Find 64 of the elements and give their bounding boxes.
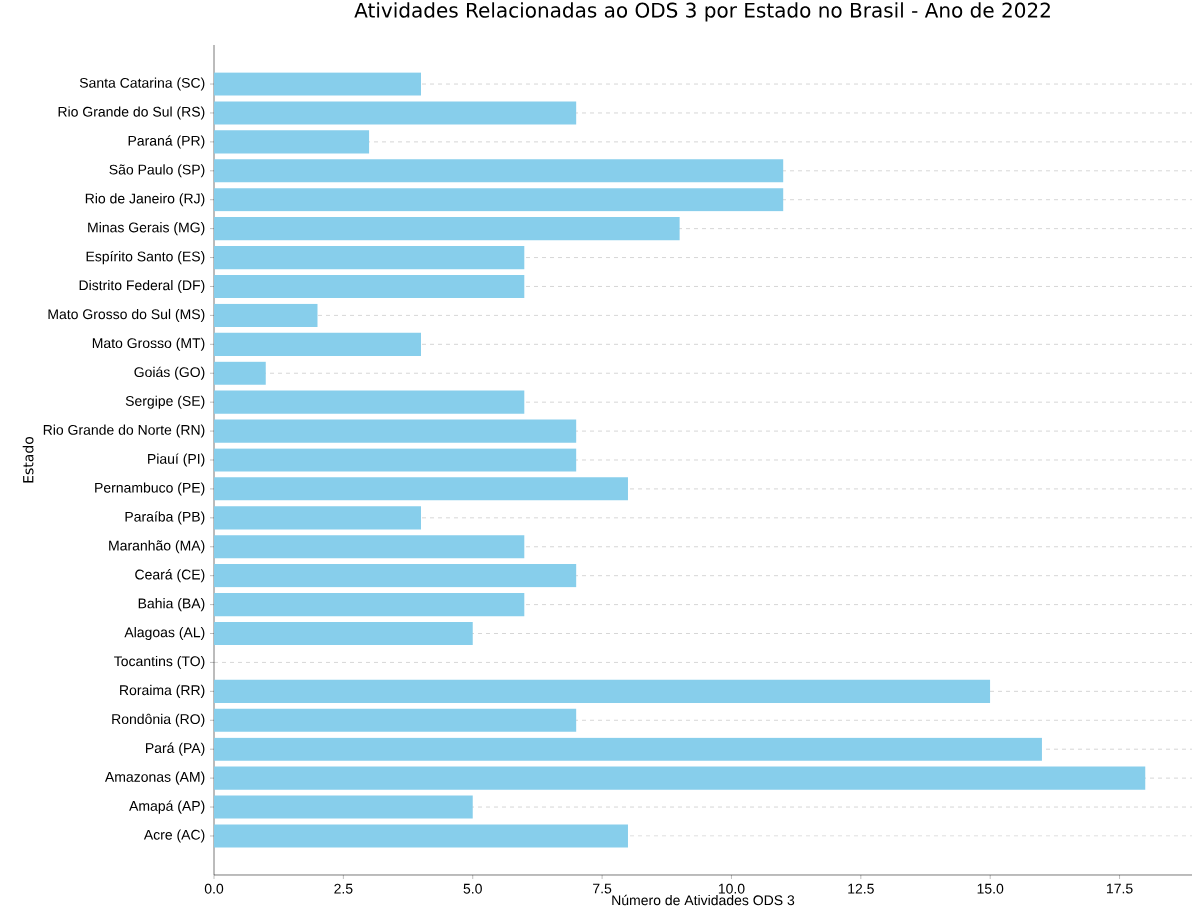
bar [214, 130, 370, 154]
y-tick-label: São Paulo (SP) [109, 164, 205, 178]
y-tick-label: Goiás (GO) [134, 366, 205, 380]
y-tick-label: Maranhão (MA) [109, 540, 205, 554]
y-tick-label: Amapá (AP) [129, 800, 205, 814]
y-tick-label: Pará (PA) [146, 742, 205, 756]
x-tick-label: 10.0 [718, 883, 745, 894]
bar [214, 679, 991, 703]
y-tick-label: Mato Grosso (MT) [92, 337, 205, 351]
bar [214, 274, 525, 299]
y-tick-label: Paraíba (PB) [125, 511, 205, 525]
y-tick-label: Santa Catarina (SC) [79, 77, 205, 91]
bar [214, 477, 628, 501]
bar [214, 795, 473, 819]
y-tick-label: Ceará (CE) [135, 569, 205, 583]
bar [214, 361, 266, 385]
y-tick-label: Rio Grande do Norte (RN) [43, 424, 205, 438]
y-tick-label: Acre (AC) [143, 829, 205, 843]
bar [214, 593, 525, 617]
bar [214, 621, 473, 646]
bar [214, 72, 421, 96]
y-tick-label: Alagoas (AL) [124, 626, 205, 641]
bar [214, 564, 577, 588]
bar [214, 217, 680, 241]
y-tick-label: Amazonas (AM) [104, 771, 205, 785]
x-axis-title: Número de Atividades ODS 3 [612, 894, 795, 906]
bar [214, 737, 1042, 761]
bar [214, 188, 784, 212]
x-tick-label: 5.0 [463, 883, 482, 894]
y-tick-label: Minas Gerais (MG) [88, 222, 205, 236]
y-tick-label: Tocantins (TO) [114, 655, 205, 669]
bar [214, 245, 525, 270]
bar [214, 390, 525, 414]
bar [214, 159, 784, 183]
y-tick-label: Espírito Santo (ES) [86, 250, 205, 265]
x-tick-label: 0.0 [204, 883, 224, 894]
bar [214, 303, 318, 327]
y-tick-label: Pernambuco (PE) [95, 482, 205, 496]
x-tick-label: 7.5 [593, 883, 612, 894]
y-tick-label: Rio Grande do Sul (RS) [58, 106, 205, 120]
bar [214, 824, 628, 848]
x-tick-label: 17.5 [1107, 883, 1133, 894]
bar [214, 535, 525, 559]
bar [214, 708, 577, 732]
bar [214, 506, 421, 530]
y-tick-label: Bahia (BA) [138, 598, 205, 612]
bar [214, 101, 577, 125]
x-tick-label: 15.0 [977, 883, 1004, 894]
bar [214, 332, 421, 356]
y-tick-label: Distrito Federal (DF) [79, 279, 205, 294]
bar [214, 766, 1146, 790]
y-tick-label: Rio de Janeiro (RJ) [85, 193, 205, 207]
y-tick-label: Sergipe (SE) [125, 395, 205, 409]
bar [214, 419, 577, 443]
x-tick-label: 2.5 [334, 883, 353, 894]
y-tick-label: Piauí (PI) [148, 453, 205, 467]
y-axis-title: Estado [22, 436, 34, 483]
bar [214, 448, 577, 472]
y-tick-label: Mato Grosso do Sul (MS) [48, 308, 205, 322]
y-tick-label: Rondônia (RO) [112, 713, 205, 727]
y-tick-label: Roraima (RR) [120, 684, 205, 698]
x-tick-label: 12.5 [848, 883, 874, 894]
chart-title: Atividades Relacionadas ao ODS 3 por Estado no Brasil - Ano de 2022 [354, 2, 1050, 22]
y-tick-label: Paraná (PR) [128, 135, 205, 149]
